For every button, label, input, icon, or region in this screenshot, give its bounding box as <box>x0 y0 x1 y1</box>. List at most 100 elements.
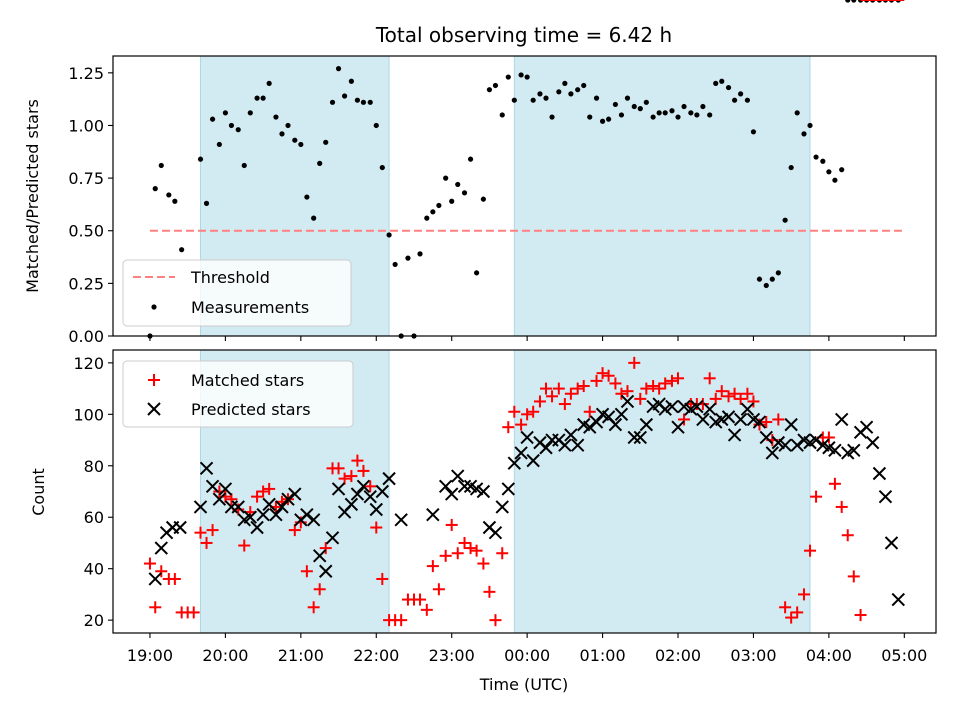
predicted-star-point <box>331 482 346 496</box>
matched-star-point <box>521 408 534 421</box>
matched-star-point <box>634 392 647 405</box>
measurement-point <box>606 116 612 122</box>
x-tick-label: 22:00 <box>353 646 399 665</box>
predicted-star-point <box>740 402 755 416</box>
predicted-star-point <box>765 446 780 460</box>
cross-stroke <box>721 410 736 424</box>
predicted-star-point <box>526 453 540 468</box>
matched-star-point <box>715 385 728 398</box>
x-tick-label: 05:00 <box>881 646 927 665</box>
predicted-star-point <box>193 500 208 514</box>
matched-star-point <box>187 606 200 619</box>
measurement-point <box>832 177 838 183</box>
predicted-star-point <box>426 507 440 522</box>
predicted-star-point <box>394 513 408 527</box>
cross-stroke <box>822 441 836 455</box>
measurement-point <box>273 114 279 120</box>
cross-stroke <box>677 399 691 414</box>
matched-star-point <box>238 539 251 552</box>
matched-star-point <box>841 529 854 542</box>
measurement-point <box>285 122 291 129</box>
predicted-star-point <box>231 500 245 514</box>
legend-measurements-label: Measurements <box>191 298 309 317</box>
matched-star-point <box>502 421 515 434</box>
measurement-point <box>549 114 555 120</box>
predicted-star-point <box>148 572 162 586</box>
measurement-point <box>599 118 606 124</box>
cross-stroke <box>733 412 748 427</box>
cross-stroke <box>601 410 616 424</box>
y-tick-label: 1.25 <box>68 64 104 83</box>
measurement-point <box>152 186 158 192</box>
y-tick-label: 0.25 <box>68 274 104 293</box>
cross-stroke <box>444 487 459 501</box>
measurement-point <box>203 200 210 206</box>
matched-star-point <box>527 405 540 418</box>
predicted-star-point <box>495 500 509 514</box>
count-panel: 20 40 60 80 100 120 19:00 20:00 21:00 22:00 23:00… <box>29 0 937 694</box>
matched-star-point <box>351 454 364 467</box>
cross-stroke <box>539 441 553 455</box>
cross-stroke <box>269 507 283 522</box>
measurement-point <box>518 72 524 78</box>
cross-stroke <box>526 453 540 468</box>
cross-stroke <box>218 482 233 496</box>
measurement-point <box>700 103 706 110</box>
predicted-star-point <box>878 489 893 504</box>
measurement-point <box>311 215 317 221</box>
measurement-point <box>775 270 781 276</box>
matched-star-point <box>828 477 841 490</box>
matched-star-point <box>791 606 804 619</box>
predicted-star-point <box>350 487 365 501</box>
ratio-y-axis: 0.00 0.25 0.50 0.75 1.00 1.25 <box>68 64 113 346</box>
measurement-point <box>449 198 455 204</box>
matched-star-point <box>760 416 773 429</box>
cross-stroke <box>702 402 717 416</box>
measurement-point <box>738 91 744 97</box>
predicted-star-point <box>690 399 704 414</box>
matched-star-point <box>583 405 596 418</box>
measurement-point <box>794 110 800 116</box>
measurement-point <box>593 95 600 101</box>
matched-star-point <box>728 387 741 400</box>
cross-stroke <box>306 513 321 527</box>
cross-stroke <box>828 443 842 458</box>
predicted-star-point <box>809 433 823 447</box>
matched-star-point <box>533 395 546 408</box>
measurement-point <box>158 162 164 169</box>
predicted-star-point <box>589 415 604 429</box>
measurement-point <box>222 110 228 116</box>
matched-star-point <box>797 588 810 601</box>
measurement-point <box>436 202 442 209</box>
measurement-point <box>618 112 625 118</box>
matched-star-point <box>628 356 641 369</box>
measurement-point <box>392 261 398 268</box>
predicted-star-point <box>620 394 635 409</box>
matched-star-point <box>194 526 207 539</box>
matched-star-point <box>515 418 528 431</box>
matched-star-point <box>609 377 622 390</box>
measurement-point <box>537 91 543 97</box>
cross-stroke <box>690 399 704 414</box>
measurement-point <box>820 158 826 164</box>
predicted-star-point <box>721 410 736 424</box>
measurement-point <box>568 91 574 97</box>
measurement-point <box>455 181 461 188</box>
predicted-star-point <box>218 482 233 496</box>
predicted-star-point <box>344 497 359 512</box>
matched-star-point <box>835 500 848 513</box>
matched-star-point <box>477 557 490 570</box>
matched-star-point <box>451 547 464 560</box>
measurement-point <box>826 169 832 175</box>
measurement-point <box>851 0 857 3</box>
cross-stroke <box>193 500 208 514</box>
matched-star-point <box>257 485 270 498</box>
measurement-point <box>405 255 411 261</box>
predicted-star-point <box>859 420 874 434</box>
measurement-point <box>467 156 474 162</box>
matched-star-point <box>747 395 760 408</box>
measurement-point <box>386 232 392 238</box>
predicted-star-point <box>300 507 314 522</box>
matched-star-point <box>294 516 307 529</box>
measurement-point <box>298 141 304 148</box>
